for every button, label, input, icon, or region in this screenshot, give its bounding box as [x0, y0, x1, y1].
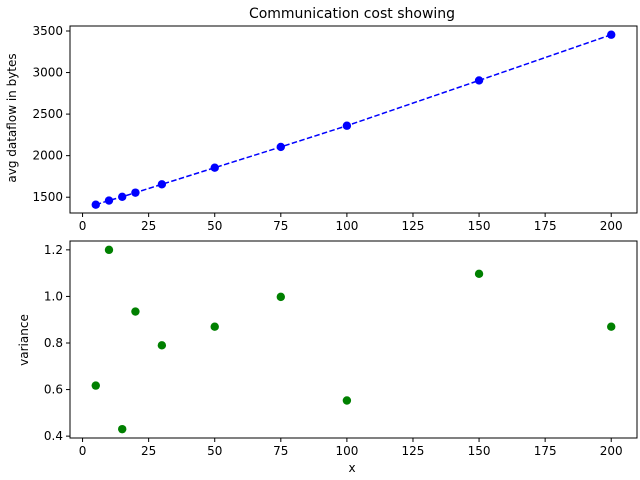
- bottom-x-tick-label: 50: [207, 444, 222, 458]
- bottom-data-point: [131, 307, 140, 316]
- bottom-y-tick-label: 0.8: [44, 336, 63, 350]
- top-x-tick-label: 25: [141, 219, 156, 233]
- top-x-tick-label: 100: [335, 219, 358, 233]
- bottom-y-tick-label: 1.2: [44, 243, 63, 257]
- bottom-x-tick-label: 100: [335, 444, 358, 458]
- top-subplot: 0 25 50 75 100 125 150 175 200 1500 2000 2500 3000 35…: [5, 24, 638, 233]
- bottom-x-tick-label: 25: [141, 444, 156, 458]
- bottom-data-point: [474, 269, 484, 279]
- top-data-point: [474, 76, 484, 85]
- bottom-data-point: [342, 396, 352, 405]
- top-axes: 0 25 50 75 100 125 150 175 200 1500 2000 2500 3000 35…: [32, 24, 638, 233]
- bottom-y-tick-label: 0.6: [44, 383, 63, 397]
- top-x-tick-label: 175: [534, 219, 557, 233]
- top-plot-frame: [69, 25, 638, 214]
- top-data-point: [91, 200, 100, 209]
- bottom-plot-frame: [69, 240, 638, 439]
- top-y-tick-label: 2000: [32, 149, 63, 163]
- bottom-y-tick-label: 0.4: [44, 429, 63, 443]
- bottom-axes: 0 25 50 75 100 125 150 175 200 0.4 0.6 0.8 1.0 1.2: [44, 240, 638, 458]
- top-data-point: [104, 196, 114, 205]
- top-series-line: [95, 34, 612, 206]
- top-y-tick-label: 2500: [32, 107, 63, 121]
- chart-title: Communication cost showing: [249, 6, 455, 22]
- top-x-tick-label: 125: [402, 219, 425, 233]
- top-y-tick-label: 3500: [32, 24, 63, 38]
- bottom-x-tick-label: 150: [468, 444, 491, 458]
- bottom-data-point: [104, 245, 114, 255]
- top-x-tick-label: 200: [600, 219, 623, 233]
- top-data-point: [342, 121, 352, 130]
- bottom-x-tick-label: 125: [402, 444, 425, 458]
- bottom-data-point: [276, 292, 286, 302]
- top-y-tick-label: 3000: [32, 66, 63, 80]
- bottom-y-axis-label: variance: [17, 314, 31, 366]
- bottom-data-point: [210, 322, 219, 331]
- bottom-y-tick-label: 1.0: [44, 289, 63, 303]
- bottom-data-point: [157, 341, 167, 350]
- bottom-subplot: 0 25 50 75 100 125 150 175 200 0.4 0.6 0.8 1.0 1.2 va…: [17, 240, 638, 475]
- bottom-x-tick-label: 200: [600, 444, 623, 458]
- top-data-point: [157, 180, 167, 189]
- top-data-point: [131, 188, 140, 197]
- top-x-tick-label: 75: [273, 219, 288, 233]
- top-x-tick-label: 0: [79, 219, 87, 233]
- top-data-point: [607, 30, 616, 39]
- top-y-axis-label: avg dataflow in bytes: [5, 53, 19, 182]
- top-x-tick-label: 50: [207, 219, 222, 233]
- bottom-data-point: [118, 424, 127, 434]
- top-x-tick-label: 150: [468, 219, 491, 233]
- top-data-point: [210, 163, 219, 172]
- top-data-point: [118, 192, 127, 201]
- bottom-x-tick-label: 75: [273, 444, 288, 458]
- bottom-x-tick-label: 175: [534, 444, 557, 458]
- bottom-data-point: [91, 381, 100, 390]
- top-data-point: [276, 142, 286, 152]
- bottom-x-axis-label: x: [348, 461, 355, 475]
- top-y-tick-label: 1500: [32, 190, 63, 204]
- bottom-x-tick-label: 0: [79, 444, 87, 458]
- bottom-data-point: [607, 322, 616, 331]
